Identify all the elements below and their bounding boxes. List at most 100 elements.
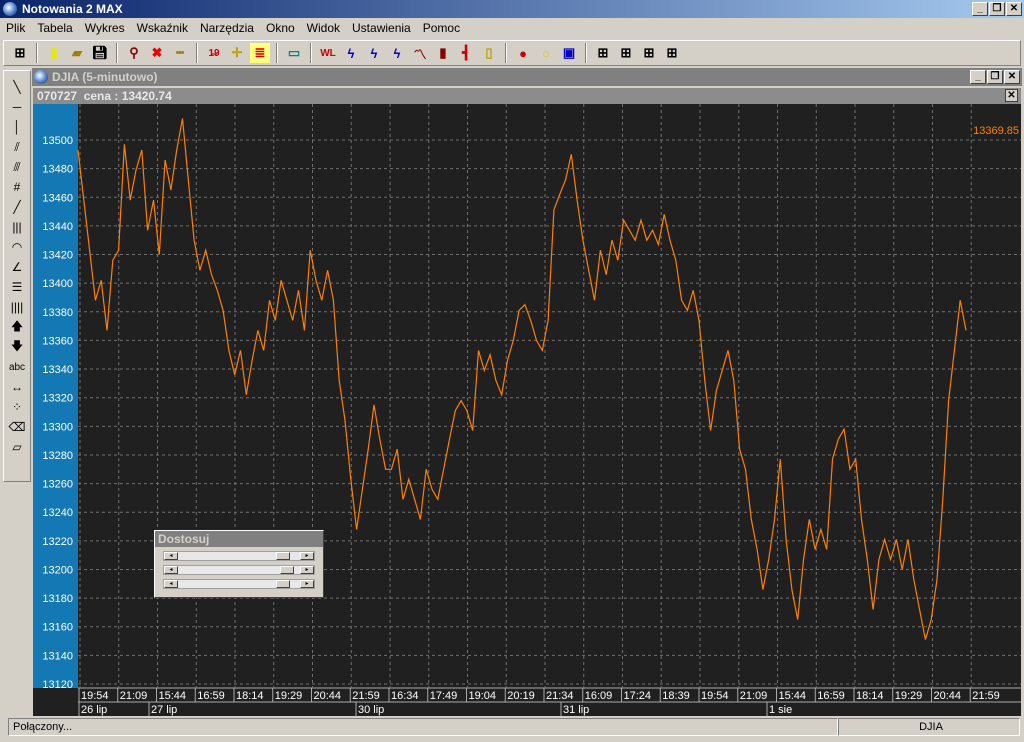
x-tick-label: 19:29 [275, 690, 303, 702]
move-icon[interactable]: ↔ [11, 380, 23, 394]
bar-chart-icon[interactable]: ▮ [439, 45, 447, 60]
y-tick-label: 13160 [42, 622, 73, 634]
layout-2-icon[interactable]: ⊞ [620, 45, 632, 60]
connection-status: Połączony... [8, 718, 838, 736]
y-tick-label: 13200 [42, 564, 73, 576]
x-tick-label: 21:59 [352, 690, 380, 702]
chart-background [33, 104, 1021, 716]
clear-icon[interactable]: ▱ [12, 440, 22, 454]
x-tick-label: 20:19 [507, 690, 535, 702]
menu-pomoc[interactable]: Pomoc [422, 21, 461, 35]
candle-icon[interactable]: ▯ [485, 45, 493, 60]
layout-1-icon[interactable]: ⊞ [597, 45, 609, 60]
wl-icon[interactable]: WL [320, 47, 336, 59]
y-tick-label: 13280 [42, 450, 73, 462]
add-marker-icon[interactable]: ○ [542, 45, 550, 61]
adjust-slider-2[interactable]: ◂ ▸ [163, 565, 315, 575]
chart-restore-button[interactable]: ❐ [987, 70, 1003, 84]
app-title: Notowania 2 MAX [22, 2, 123, 16]
traffic-light-icon[interactable]: ● [519, 45, 527, 61]
line-chart-icon[interactable]: 〽 [413, 46, 427, 62]
new-file-icon[interactable]: ▮ [50, 45, 58, 60]
x-tick-label: 19:04 [469, 690, 497, 702]
select-icon[interactable]: ⁘ [11, 400, 23, 414]
minimize-button[interactable]: _ [972, 2, 988, 16]
layout-3-icon[interactable]: ⊞ [643, 45, 655, 60]
add-window-icon[interactable]: ▣ [562, 45, 576, 60]
layout-4-icon[interactable]: ⊞ [666, 45, 678, 60]
y-tick-label: 13440 [42, 221, 73, 233]
menu-widok[interactable]: Widok [306, 21, 341, 35]
x-tick-label: 19:29 [895, 690, 923, 702]
app-title-bar: Notowania 2 MAX _ ❐ ✕ [0, 0, 1024, 18]
ruler-icon[interactable]: ┅ [176, 45, 184, 60]
cycles-icon[interactable]: ||| [12, 220, 22, 234]
price-info: 070727 cena : 13420.74 [37, 89, 172, 103]
menu-tabela[interactable]: Tabela [37, 21, 73, 35]
time-zones-icon[interactable]: |||| [10, 300, 24, 314]
vertical-line-icon[interactable]: │ [13, 120, 21, 134]
zigzag-3-icon[interactable]: ϟ [393, 45, 401, 61]
text-icon[interactable]: abc [8, 361, 26, 373]
line-icon[interactable]: ╱ [13, 200, 21, 214]
y-tick-label: 13120 [42, 679, 73, 691]
close-panel-button[interactable]: ✕ [1005, 89, 1018, 102]
y-tick-label: 13460 [42, 192, 73, 204]
menu-wykres[interactable]: Wykres [84, 21, 125, 35]
ohlc-icon[interactable]: ┫ [462, 45, 470, 60]
menu-bar: Plik Tabela Wykres Wskaźnik Narzędzia Ok… [0, 18, 1024, 38]
menu-wskaznik[interactable]: Wskaźnik [136, 21, 188, 35]
x-tick-label: 15:44 [779, 690, 807, 702]
y-tick-label: 13400 [42, 278, 73, 290]
fan-lines-icon[interactable]: ∠ [11, 260, 23, 274]
y-tick-label: 13140 [42, 650, 73, 662]
menu-narzedzia[interactable]: Narzędzia [199, 21, 254, 35]
price-axis [33, 104, 78, 688]
chart-close-button[interactable]: ✕ [1004, 70, 1020, 84]
fibonacci-icon[interactable]: ☰ [11, 280, 23, 294]
close-button[interactable]: ✕ [1006, 2, 1022, 16]
arrow-down-icon[interactable]: 🡇 [10, 338, 24, 353]
list-icon[interactable]: ≣ [250, 43, 270, 63]
x-tick-label: 21:09 [120, 690, 148, 702]
status-bar: Połączony... DJIA [8, 718, 1020, 736]
channel-icon[interactable]: ⫽ [14, 139, 20, 154]
x-tick-label: 20:44 [934, 690, 962, 702]
zigzag-2-icon[interactable]: ϟ [370, 45, 378, 61]
arrow-up-icon[interactable]: 🡅 [10, 318, 24, 333]
gann-icon[interactable]: # [13, 180, 21, 194]
table-icon[interactable]: ▭ [287, 45, 301, 60]
open-folder-icon[interactable]: ▰ [72, 45, 82, 60]
zoom-icon[interactable]: ⚲ [129, 45, 139, 60]
y-tick-label: 13220 [42, 536, 73, 548]
app-icon [3, 2, 17, 16]
x-tick-label: 19:54 [81, 690, 109, 702]
y-tick-label: 13480 [42, 164, 73, 176]
x-tick-label: 20:44 [314, 690, 342, 702]
y-tick-label: 13500 [42, 135, 73, 147]
zoom-cancel-icon[interactable]: ✖ [151, 45, 163, 60]
chart-minimize-button[interactable]: _ [970, 70, 986, 84]
save-icon[interactable]: 💾︎ [91, 45, 109, 60]
x-tick-label: 18:14 [236, 690, 264, 702]
menu-ustawienia[interactable]: Ustawienia [352, 21, 411, 35]
adjust-slider-3[interactable]: ◂ ▸ [163, 579, 315, 589]
eraser-icon[interactable]: ⌫ [8, 420, 26, 434]
trendline-icon[interactable]: ╲ [13, 80, 21, 94]
grid-icon[interactable]: ⊞ [14, 45, 26, 60]
crosshair-icon[interactable]: ✛ [231, 45, 243, 60]
menu-okno[interactable]: Okno [265, 21, 295, 35]
arcs-icon[interactable]: ◠ [11, 240, 23, 254]
menu-plik[interactable]: Plik [6, 21, 26, 35]
x-tick-label: 17:24 [624, 690, 652, 702]
adjust-slider-1[interactable]: ◂ ▸ [163, 551, 315, 561]
y-tick-label: 13420 [42, 250, 73, 262]
numbers-icon[interactable]: 1̶9 [208, 47, 220, 59]
horizontal-line-icon[interactable]: ─ [12, 100, 22, 114]
restore-button[interactable]: ❐ [989, 2, 1005, 16]
x-tick-label: 21:09 [740, 690, 768, 702]
zigzag-1-icon[interactable]: ϟ [347, 45, 355, 61]
fan-icon[interactable]: ⫻ [13, 159, 21, 174]
price-chart[interactable]: 13500 13480 13460 13440 13420 13400 13380 13360… [33, 104, 1021, 716]
x-tick-label: 21:34 [546, 690, 574, 702]
